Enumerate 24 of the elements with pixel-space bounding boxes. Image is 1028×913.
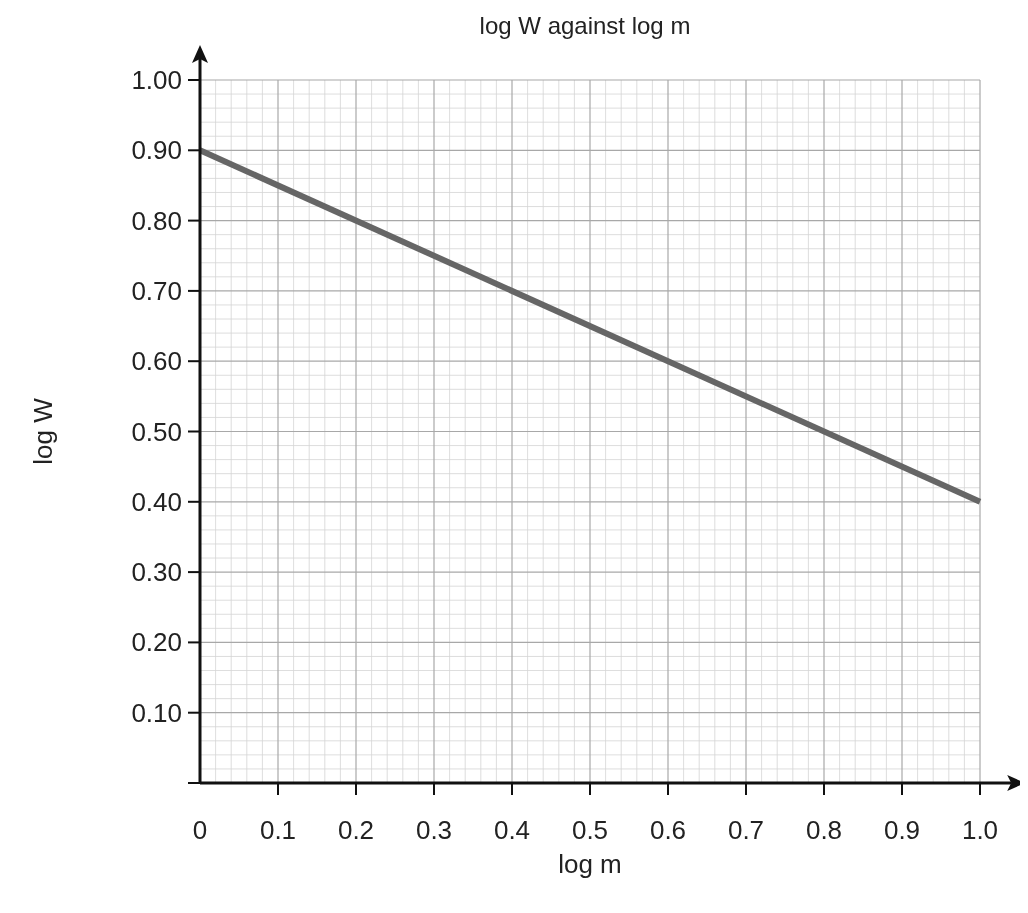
y-tick-label: 0.90: [131, 135, 182, 166]
y-tick-label: 0.30: [131, 557, 182, 588]
y-tick-label: 0.80: [131, 205, 182, 236]
y-tick-label: 0.70: [131, 275, 182, 306]
x-tick-label: 0.5: [571, 815, 609, 845]
x-tick-label: 0.1: [259, 815, 297, 845]
x-tick-label: 0.2: [337, 815, 375, 845]
x-axis-title: log m: [558, 849, 622, 879]
x-tick-label: 0.3: [415, 815, 453, 845]
y-axis-title: log W: [28, 397, 58, 465]
y-tick-label: 0.60: [131, 346, 182, 377]
x-tick-label: 0.4: [493, 815, 531, 845]
x-tick-label: 1.0: [961, 815, 999, 845]
y-tick-label: 1.00: [131, 65, 182, 95]
y-tick-label: 0.20: [131, 627, 182, 658]
chart-title: log W against log m: [479, 12, 691, 39]
x-tick-label: 0.8: [805, 815, 843, 845]
y-tick-label: 0.50: [131, 416, 182, 447]
y-tick-label: 0.40: [131, 486, 182, 517]
x-tick-label: 0.9: [883, 815, 921, 845]
x-tick-label: 0.6: [649, 815, 687, 845]
x-tick-label: 0.7: [727, 815, 765, 845]
y-tick-label: 0.10: [131, 697, 182, 728]
x-tick-label: 0: [192, 815, 208, 845]
